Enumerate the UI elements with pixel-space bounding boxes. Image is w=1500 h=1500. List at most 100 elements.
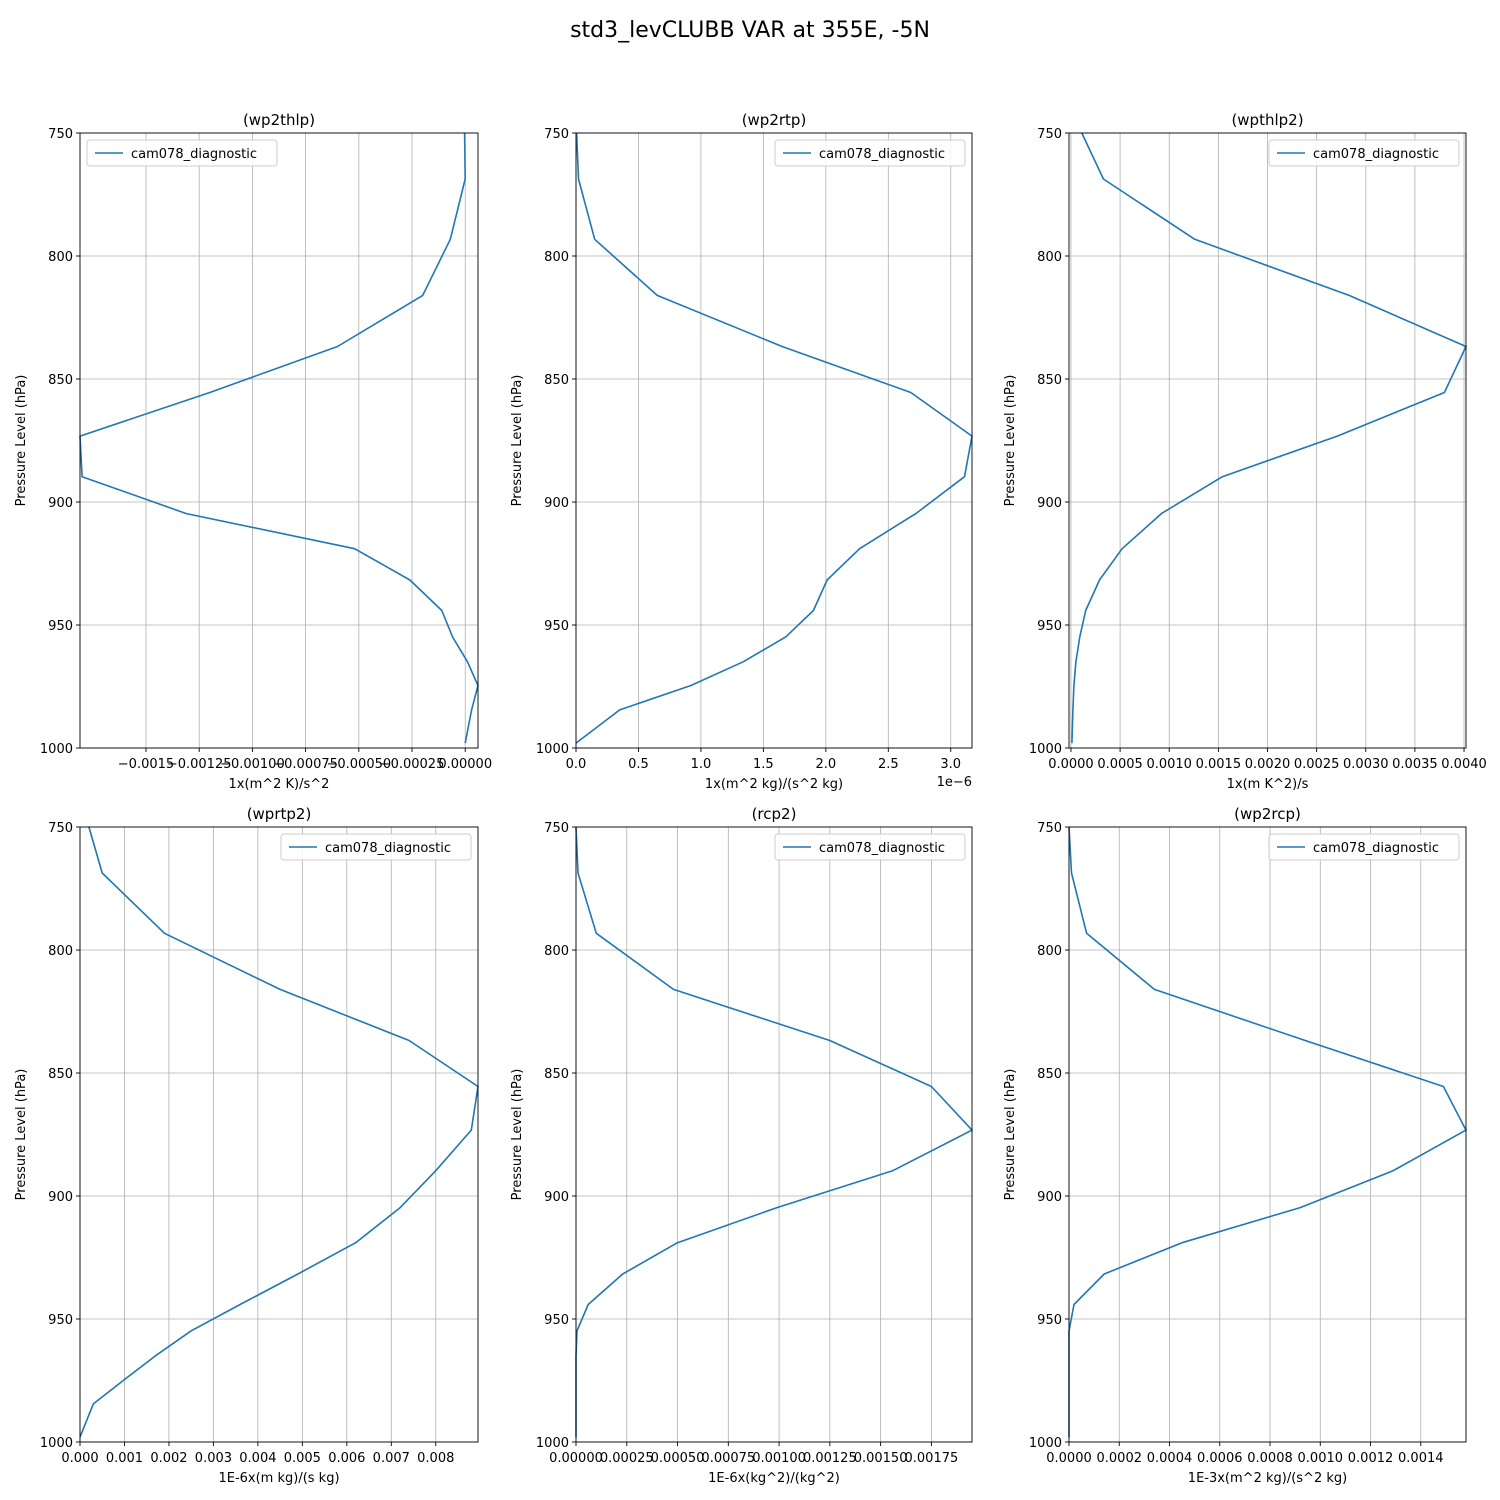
x-tick-label: 1.5 xyxy=(753,757,774,772)
legend-label: cam078_diagnostic xyxy=(819,147,945,162)
x-axis-label: 1E-6x(m kg)/(s kg) xyxy=(218,1471,339,1486)
x-tick-label: 0.0002 xyxy=(1097,1451,1143,1466)
x-tick-label: 0.008 xyxy=(417,1451,454,1466)
x-tick-label: 0.00175 xyxy=(905,1451,959,1466)
y-tick-label: 750 xyxy=(544,127,569,142)
series-line-1 xyxy=(79,826,479,1438)
legend-box xyxy=(86,139,278,167)
legend-label: cam078_diagnostic xyxy=(819,841,945,856)
axes-frame xyxy=(575,826,973,1443)
y-axis-label: Pressure Level (hPa) xyxy=(1003,375,1018,507)
y-tick-label: 900 xyxy=(544,496,569,511)
x-tick-label: 0.0015 xyxy=(1196,757,1242,772)
x-axis-label: 1x(m^2 K)/s^2 xyxy=(229,777,330,792)
y-tick-label: 750 xyxy=(48,127,73,142)
x-tick-label: 0.0008 xyxy=(1247,1451,1293,1466)
y-tick-label: 1000 xyxy=(1029,1436,1062,1451)
x-tick-label: 0.0010 xyxy=(1146,757,1192,772)
x-tick-label: 0.0035 xyxy=(1392,757,1438,772)
x-tick-label: 0.00100 xyxy=(752,1451,806,1466)
x-axis-label: 1E-6x(kg^2)/(kg^2) xyxy=(708,1471,840,1486)
y-axis-label: Pressure Level (hPa) xyxy=(14,1069,29,1201)
y-tick-label: 850 xyxy=(544,373,569,388)
y-tick-label: 850 xyxy=(1037,373,1062,388)
y-tick-label: 800 xyxy=(48,250,73,265)
legend-label: cam078_diagnostic xyxy=(1313,147,1439,162)
series-line-1 xyxy=(1068,826,1467,1438)
chart-title: (rcp2) xyxy=(752,805,797,823)
x-tick-label: 0.0040 xyxy=(1441,757,1487,772)
legend-box xyxy=(774,139,966,167)
y-tick-label: 800 xyxy=(1037,250,1062,265)
axes-frame xyxy=(575,132,973,749)
y-tick-label: 800 xyxy=(544,250,569,265)
y-tick-label: 800 xyxy=(544,944,569,959)
x-tick-label: 0.00025 xyxy=(600,1451,654,1466)
legend: cam078_diagnostic xyxy=(774,833,966,861)
legend-label: cam078_diagnostic xyxy=(325,841,451,856)
x-tick-label: 0.000 xyxy=(61,1451,98,1466)
x-axis-label: 1x(m^2 kg)/(s^2 kg) xyxy=(705,777,843,792)
y-tick-label: 1000 xyxy=(536,1436,569,1451)
y-axis-label: Pressure Level (hPa) xyxy=(510,375,525,507)
y-tick-label: 850 xyxy=(48,373,73,388)
x-tick-label: 0.0 xyxy=(566,757,587,772)
y-tick-label: 1000 xyxy=(40,1436,73,1451)
x-tick-label: 0.5 xyxy=(628,757,649,772)
x-tick-label: 0.002 xyxy=(150,1451,187,1466)
x-tick-label: 0.0000 xyxy=(1046,1451,1092,1466)
chart-title: (wp2thlp) xyxy=(243,111,315,129)
y-tick-label: 850 xyxy=(1037,1067,1062,1082)
y-tick-label: 750 xyxy=(1037,127,1062,142)
x-tick-label: 0.0030 xyxy=(1343,757,1389,772)
x-tick-label: 0.006 xyxy=(328,1451,365,1466)
y-tick-label: 1000 xyxy=(536,742,569,757)
x-tick-label: −0.0015 xyxy=(118,757,174,772)
axes-frame xyxy=(1068,826,1467,1443)
y-tick-label: 800 xyxy=(48,944,73,959)
x-tick-label: 0.0010 xyxy=(1298,1451,1344,1466)
x-tick-label: 0.007 xyxy=(373,1451,410,1466)
series-line-1 xyxy=(575,132,973,744)
y-tick-label: 900 xyxy=(48,496,73,511)
x-tick-label: 0.0012 xyxy=(1348,1451,1394,1466)
y-tick-label: 850 xyxy=(544,1067,569,1082)
y-tick-label: 750 xyxy=(1037,821,1062,836)
x-tick-label: 0.00050 xyxy=(651,1451,705,1466)
y-tick-label: 950 xyxy=(1037,1313,1062,1328)
legend-box xyxy=(1268,833,1460,861)
x-tick-label: 0.0006 xyxy=(1197,1451,1243,1466)
x-tick-label: −0.00125 xyxy=(167,757,232,772)
x-tick-label: −0.00050 xyxy=(326,757,391,772)
y-tick-label: 750 xyxy=(544,821,569,836)
x-tick-label: 0.005 xyxy=(284,1451,321,1466)
x-tick-label: 0.00150 xyxy=(854,1451,908,1466)
y-axis-label: Pressure Level (hPa) xyxy=(510,1069,525,1201)
y-tick-label: 950 xyxy=(1037,619,1062,634)
y-tick-label: 950 xyxy=(48,1313,73,1328)
x-offset-text: 1e−6 xyxy=(937,775,972,790)
y-tick-label: 900 xyxy=(544,1190,569,1205)
legend: cam078_diagnostic xyxy=(86,139,278,167)
x-tick-label: −0.00025 xyxy=(380,757,445,772)
x-tick-label: 0.0000 xyxy=(1048,757,1094,772)
y-tick-label: 900 xyxy=(1037,496,1062,511)
x-tick-label: 2.5 xyxy=(878,757,899,772)
chart-title: (wprtp2) xyxy=(247,805,312,823)
y-tick-label: 850 xyxy=(48,1067,73,1082)
chart-panel-5: 0.000000.000250.000500.000750.001000.001… xyxy=(510,805,973,1486)
x-tick-label: 0.0005 xyxy=(1097,757,1143,772)
x-tick-label: 0.00000 xyxy=(438,757,492,772)
x-axis-label: 1E-3x(m^2 kg)/(s^2 kg) xyxy=(1188,1471,1347,1486)
y-axis-label: Pressure Level (hPa) xyxy=(1003,1069,1018,1201)
x-tick-label: 0.00125 xyxy=(803,1451,857,1466)
y-tick-label: 900 xyxy=(1037,1190,1062,1205)
chart-title: (wpthlp2) xyxy=(1231,111,1303,129)
y-tick-label: 800 xyxy=(1037,944,1062,959)
x-tick-label: 1.0 xyxy=(691,757,712,772)
legend: cam078_diagnostic xyxy=(280,833,472,861)
chart-panel-4: 0.000 0.001 0.002 0.003 0.004 0.005 0.006 0.007… xyxy=(14,805,479,1486)
x-tick-label: 0.004 xyxy=(239,1451,276,1466)
y-tick-label: 1000 xyxy=(40,742,73,757)
